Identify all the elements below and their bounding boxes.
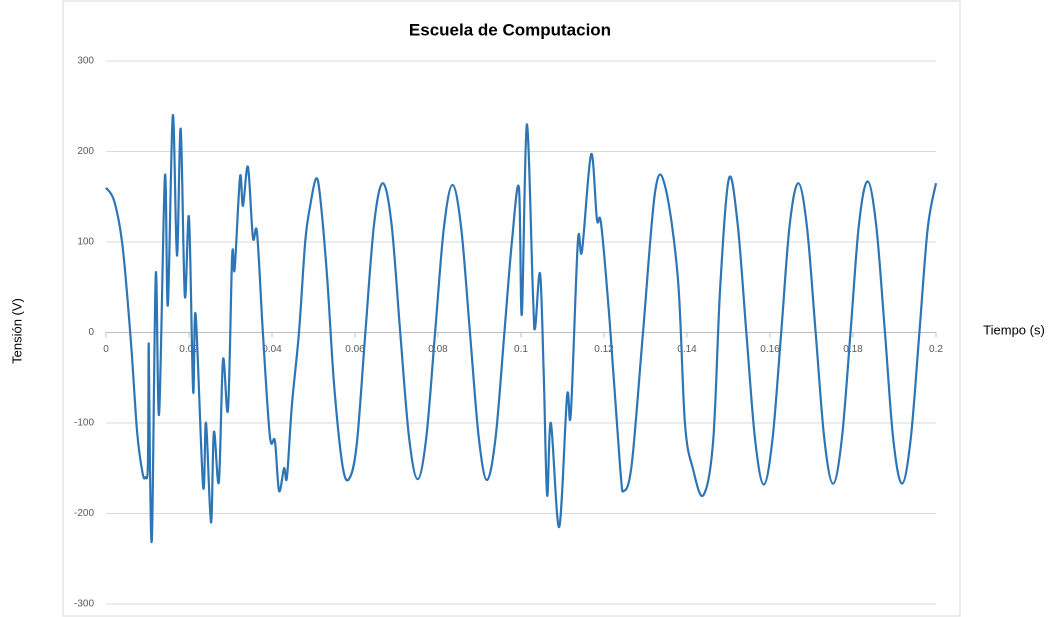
data-line — [105, 114, 938, 544]
x-tick-label: 0 — [103, 344, 109, 355]
x-tick-label: 0.08 — [428, 344, 448, 355]
x-tick-label: 0.06 — [345, 344, 365, 355]
y-tick-label: -100 — [74, 418, 94, 429]
x-tick-label: 0.16 — [760, 344, 780, 355]
x-tick-label: 0.04 — [262, 344, 282, 355]
y-tick-label: -200 — [74, 508, 94, 519]
y-tick-label: 200 — [77, 146, 94, 157]
x-axis-label: Tiempo (s) — [983, 322, 1045, 337]
y-tick-label: 0 — [88, 327, 94, 338]
chart-border — [62, 0, 961, 617]
x-tick-label: 0.2 — [929, 344, 943, 355]
y-tick-label: -300 — [74, 599, 94, 610]
x-tick-label: 0.18 — [843, 344, 863, 355]
x-tick-label: 0.12 — [594, 344, 614, 355]
y-axis-label: Tensión (V) — [9, 298, 24, 364]
x-tick-label: 0.14 — [677, 344, 697, 355]
x-tick-label: 0.1 — [514, 344, 528, 355]
x-tick-label: 0.02 — [179, 344, 199, 355]
chart-title: Escuela de Computacion — [409, 20, 611, 39]
y-tick-label: 300 — [77, 56, 94, 67]
y-tick-label: 100 — [77, 237, 94, 248]
